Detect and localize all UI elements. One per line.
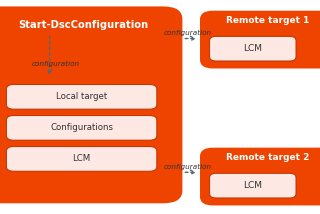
Text: configuration: configuration [32, 61, 80, 67]
Text: LCM: LCM [72, 154, 91, 163]
FancyBboxPatch shape [200, 148, 320, 205]
FancyBboxPatch shape [210, 36, 296, 61]
Text: LCM: LCM [243, 44, 262, 53]
Text: configuration: configuration [163, 164, 211, 170]
FancyBboxPatch shape [210, 173, 296, 198]
Text: Remote target 2: Remote target 2 [226, 153, 309, 162]
Text: LCM: LCM [243, 181, 262, 190]
Text: Start-DscConfiguration: Start-DscConfiguration [18, 20, 148, 30]
Text: Configurations: Configurations [50, 123, 113, 132]
FancyBboxPatch shape [200, 11, 320, 68]
FancyBboxPatch shape [6, 85, 157, 109]
FancyBboxPatch shape [6, 147, 157, 171]
Text: Remote target 1: Remote target 1 [226, 16, 309, 25]
FancyBboxPatch shape [0, 6, 182, 203]
FancyBboxPatch shape [6, 116, 157, 140]
Text: configuration: configuration [163, 30, 211, 36]
Text: Local target: Local target [56, 92, 107, 101]
